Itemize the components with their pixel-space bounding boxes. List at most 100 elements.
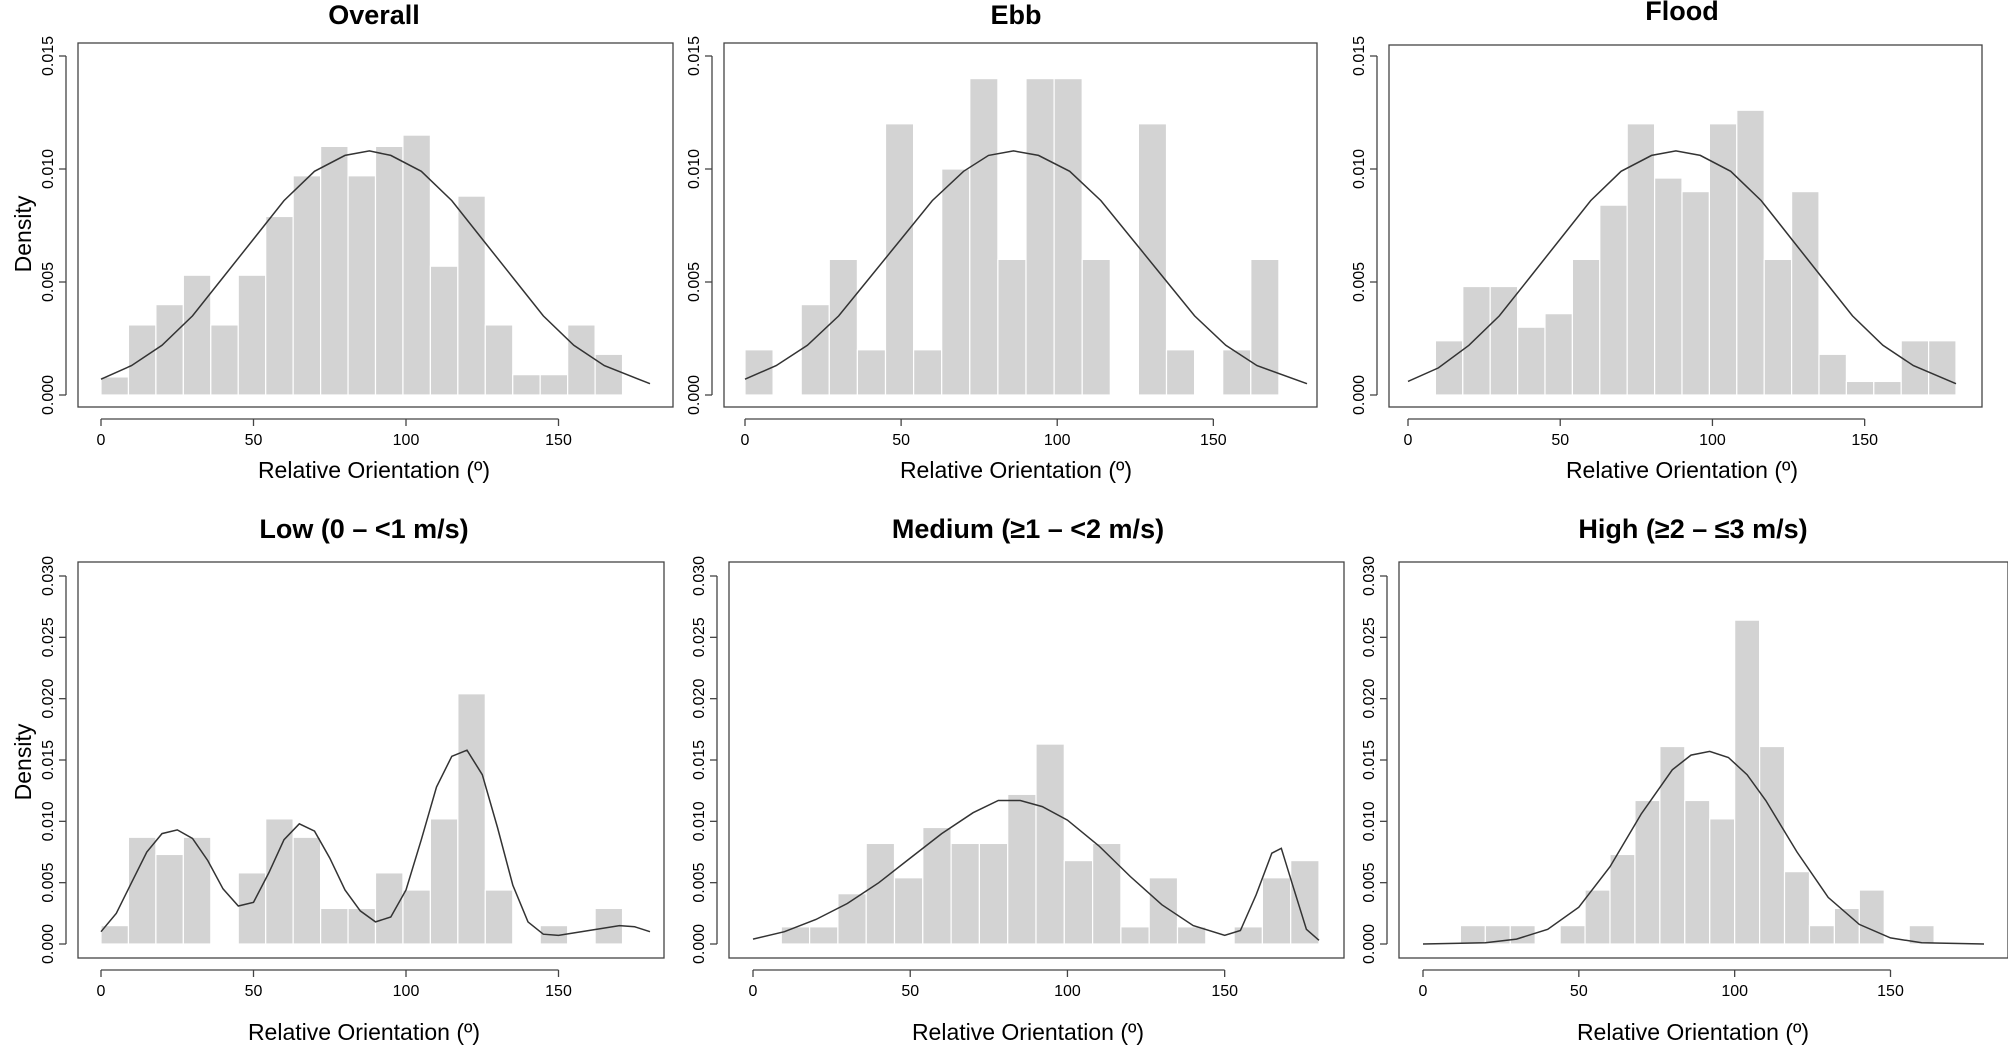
histogram-bar — [1873, 380, 1902, 396]
histogram-bar — [1233, 926, 1263, 945]
y-tick-label: 0.010 — [691, 801, 708, 841]
y-tick-label: 0.005 — [686, 262, 703, 302]
histogram-bar — [374, 145, 404, 396]
y-tick-label: 0.005 — [1351, 262, 1368, 302]
y-tick-label: 0.015 — [691, 740, 708, 780]
panel-title: Medium (≥1 – <2 m/s) — [892, 514, 1164, 544]
y-tick-label: 0.020 — [1361, 679, 1378, 719]
y-tick-label: 0.000 — [1351, 375, 1368, 415]
histogram-bar — [884, 123, 915, 396]
histogram-bar — [237, 872, 267, 945]
x-tick-label: 100 — [393, 983, 420, 1000]
histogram-bar — [320, 145, 349, 396]
panel-title: Ebb — [991, 0, 1042, 30]
x-tick-label: 150 — [545, 983, 572, 1000]
x-tick-label: 0 — [97, 432, 106, 449]
x-tick-label: 100 — [1054, 983, 1081, 1000]
y-tick-label: 0.000 — [686, 375, 703, 415]
histogram-bar — [1734, 619, 1761, 945]
histogram-bar — [1053, 77, 1083, 396]
histogram-bar — [978, 842, 1009, 945]
histogram-bar — [1900, 340, 1930, 396]
density-curve — [1407, 150, 1957, 385]
histogram-bar — [182, 836, 212, 945]
x-axis-label: Relative Orientation (º) — [1566, 457, 1798, 483]
y-tick-label: 0.000 — [1361, 924, 1378, 964]
histogram-bar — [429, 818, 459, 945]
panel-title: Overall — [328, 0, 420, 30]
plot-frame — [728, 561, 1345, 959]
panel-title: Flood — [1645, 0, 1718, 26]
histogram-bar — [127, 836, 157, 945]
histogram-bar — [237, 274, 267, 396]
density-curve — [1422, 750, 1985, 945]
histogram-bar — [1148, 877, 1179, 945]
density-curve — [744, 150, 1308, 385]
histogram-bar — [1634, 799, 1661, 945]
histogram-bar — [1708, 123, 1738, 396]
histogram-bar — [1544, 313, 1573, 396]
histogram-bar — [347, 907, 377, 945]
histogram-bar — [347, 175, 377, 396]
panel-flood: Flood Relative Orientation (º) 0 50 100 150… — [1351, 0, 1983, 483]
y-tick-label: 0.030 — [1361, 556, 1378, 596]
histogram-bar — [210, 324, 239, 396]
histogram-bar — [856, 349, 887, 396]
x-tick-label: 100 — [1044, 432, 1071, 449]
x-tick-label: 0 — [749, 983, 758, 1000]
y-tick-label: 0.015 — [40, 36, 57, 76]
histogram-bar — [912, 349, 943, 396]
histogram-bar — [1808, 924, 1836, 945]
histogram-bar — [100, 376, 130, 396]
histogram-bar — [828, 258, 858, 396]
histogram-bar — [539, 374, 569, 396]
histogram-bar — [808, 926, 839, 945]
y-tick-label: 0.025 — [40, 617, 57, 657]
histogram-bar — [1091, 842, 1122, 945]
histogram-bar — [1736, 109, 1765, 396]
y-tick-label: 0.005 — [40, 262, 57, 302]
x-axis-label: Relative Orientation (º) — [1577, 1019, 1809, 1045]
histogram-bar — [1818, 353, 1847, 396]
x-tick-label: 150 — [1851, 432, 1878, 449]
x-tick-label: 50 — [1570, 983, 1588, 1000]
histogram-bar — [837, 893, 867, 945]
histogram-bar — [484, 889, 514, 945]
histogram-bar — [100, 924, 130, 945]
x-tick-label: 50 — [892, 432, 910, 449]
histogram-bar — [1783, 871, 1811, 945]
panel-title: High (≥2 – ≤3 m/s) — [1578, 514, 1807, 544]
histogram-bar — [374, 872, 404, 945]
histogram-bar — [265, 215, 294, 396]
x-axis-label: Relative Orientation (º) — [912, 1019, 1144, 1045]
histogram-bar — [1758, 745, 1786, 945]
y-tick-label: 0.025 — [1361, 617, 1378, 657]
histogram-bar — [1250, 258, 1280, 396]
histogram-bar — [1584, 889, 1611, 945]
y-tick-label: 0.000 — [40, 924, 57, 964]
histogram-bar — [922, 826, 952, 945]
y-tick-label: 0.010 — [1361, 801, 1378, 841]
x-tick-label: 100 — [1699, 432, 1726, 449]
histogram-bar — [1489, 285, 1519, 396]
histogram-bar — [1763, 258, 1793, 396]
histogram-bar — [1137, 123, 1168, 396]
histogram-bar — [1434, 340, 1464, 396]
histogram-bar — [1176, 926, 1207, 945]
histogram-bar — [1659, 745, 1686, 945]
density-curve — [752, 799, 1320, 941]
x-tick-label: 0 — [1404, 432, 1413, 449]
plot-frame — [1388, 44, 1983, 408]
panel-medium: Medium (≥1 – <2 m/s) Relative Orientatio… — [691, 514, 1345, 1045]
histogram-bar — [1653, 177, 1683, 396]
histogram-bar — [1290, 859, 1320, 945]
histogram-bar — [1261, 877, 1292, 945]
histogram-bar — [950, 842, 980, 945]
x-tick-label: 100 — [393, 432, 420, 449]
histogram-bar — [780, 926, 811, 945]
histogram-bar — [155, 853, 184, 945]
x-tick-label: 50 — [901, 983, 919, 1000]
x-tick-label: 50 — [1551, 432, 1569, 449]
histogram-bar — [893, 877, 924, 945]
